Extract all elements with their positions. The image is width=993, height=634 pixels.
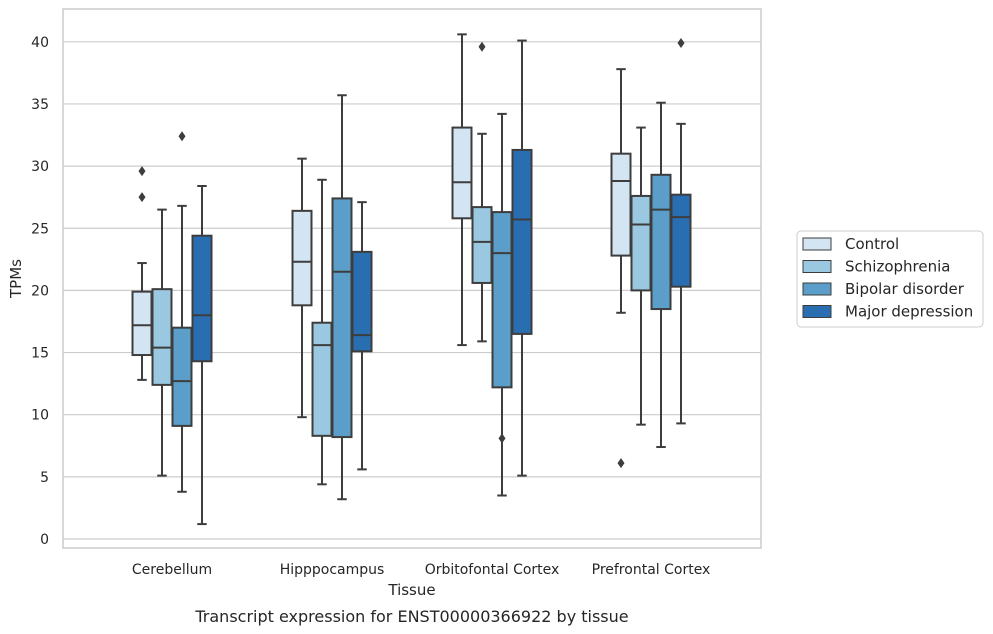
box-group	[151, 208, 173, 477]
legend-swatch	[802, 282, 832, 296]
box-group	[511, 39, 533, 477]
x-axis-label: Tissue	[387, 581, 435, 599]
x-tick-label: Hipppocampus	[280, 562, 385, 578]
x-axis-ticks: Cerebellum Hipppocampus Orbitofontal Corte…	[132, 562, 710, 578]
y-tick-label: 30	[31, 159, 49, 175]
box-group	[331, 94, 353, 501]
box	[351, 250, 373, 353]
legend-frame	[796, 230, 984, 328]
outlier-point	[138, 192, 146, 203]
box	[131, 290, 153, 357]
legend-label: Schizophrenia	[845, 258, 950, 276]
box-group	[291, 157, 313, 419]
box-group	[131, 166, 153, 381]
box	[511, 148, 533, 335]
box	[650, 173, 672, 311]
outlier-point	[178, 131, 186, 142]
box	[471, 206, 493, 284]
legend-label: Major depression	[845, 303, 973, 321]
outlier-point	[677, 38, 685, 49]
box	[171, 326, 193, 427]
y-axis-ticks: 0 5 10 15 20 25 30 35 40	[31, 35, 49, 548]
legend-item: Control	[802, 235, 899, 253]
y-tick-label: 5	[40, 470, 49, 486]
box-group	[471, 41, 493, 343]
y-tick-label: 20	[31, 283, 49, 299]
outlier-point	[478, 41, 486, 52]
x-tick-label: Cerebellum	[132, 562, 212, 578]
outlier-point	[617, 458, 625, 469]
box	[331, 197, 353, 439]
legend-swatch	[802, 305, 832, 318]
box	[291, 209, 313, 307]
x-tick-label: Orbitofontal Cortex	[425, 562, 560, 578]
box	[191, 234, 213, 363]
box-group	[491, 112, 513, 497]
y-tick-label: 25	[31, 221, 49, 237]
plot-frame	[62, 8, 762, 549]
box-group	[610, 68, 632, 469]
legend-swatch	[802, 237, 832, 251]
box	[630, 194, 652, 292]
box	[491, 211, 513, 389]
box-group	[451, 33, 473, 347]
y-tick-label: 35	[31, 97, 49, 113]
y-tick-label: 10	[31, 408, 49, 424]
box-group	[311, 178, 333, 486]
y-tick-label: 40	[31, 35, 49, 51]
box	[451, 126, 473, 220]
outlier-point	[138, 166, 146, 177]
box-group	[171, 131, 193, 493]
box	[610, 152, 632, 257]
legend-label: Control	[845, 235, 899, 253]
legend: Control Schizophrenia Bipolar disorder Majo…	[796, 230, 984, 328]
legend-item: Bipolar disorder	[802, 280, 965, 298]
box	[670, 193, 692, 288]
box	[151, 288, 173, 386]
legend-label: Bipolar disorder	[845, 280, 965, 298]
legend-item: Major depression	[802, 303, 973, 321]
box-group	[650, 101, 672, 449]
y-axis-label: TPMs	[7, 259, 25, 299]
y-tick-label: 0	[40, 532, 49, 548]
box-group	[630, 126, 652, 426]
x-tick-label: Prefrontal Cortex	[592, 562, 711, 578]
box-group	[351, 201, 373, 471]
box-group	[191, 184, 213, 526]
outlier-point	[498, 433, 506, 444]
box	[311, 321, 333, 437]
plot-area	[131, 33, 692, 526]
legend-swatch	[802, 260, 832, 273]
y-tick-label: 15	[31, 346, 49, 362]
box-group	[670, 38, 692, 425]
legend-item: Schizophrenia	[802, 258, 950, 276]
chart-caption: Transcript expression for ENST0000036692…	[194, 607, 628, 626]
